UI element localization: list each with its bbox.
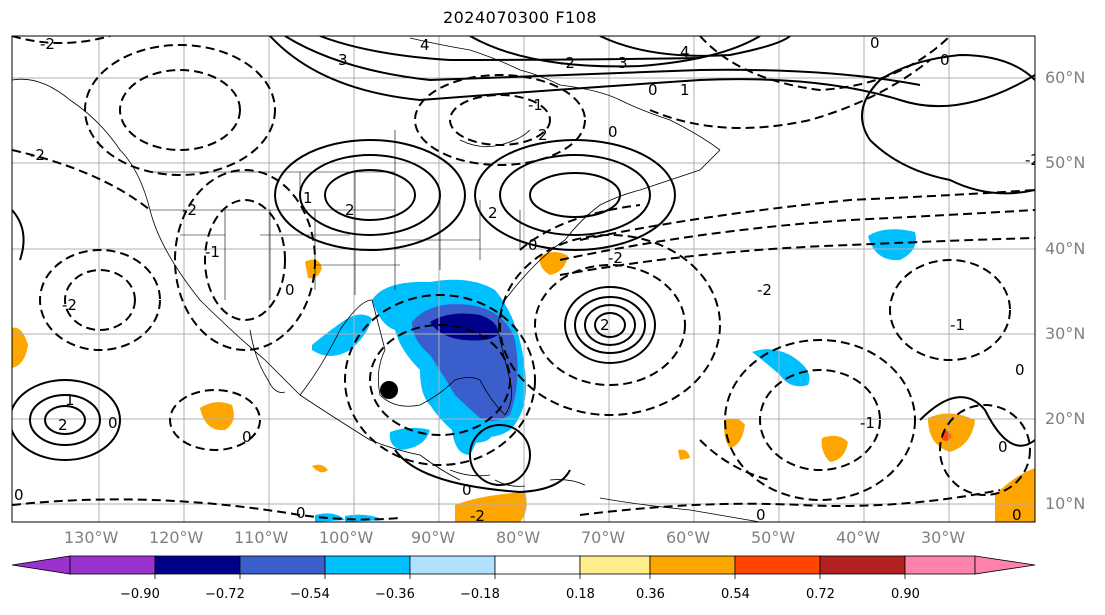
lon-label: 90°W [411, 528, 456, 547]
svg-text:0: 0 [756, 506, 766, 524]
svg-text:1: 1 [303, 189, 313, 207]
colorbar-tick: 0.54 [721, 587, 750, 602]
lon-label: 130°W [64, 528, 119, 547]
svg-text:-2: -2 [560, 54, 575, 72]
svg-text:2: 2 [58, 416, 68, 434]
lat-label: 20°N [1045, 409, 1086, 428]
contour-labels: -2 4 4 3 -2 3 0 0 0 1 -1 2 0 -2 -2 1 2 2… [14, 34, 1040, 525]
lat-label: 50°N [1045, 153, 1086, 172]
svg-text:0: 0 [1015, 361, 1025, 379]
svg-text:4: 4 [420, 36, 430, 54]
colorbar-tick: −0.54 [290, 587, 330, 602]
svg-text:2: 2 [345, 201, 355, 219]
colorbar-tick: −0.72 [205, 587, 245, 602]
positive-anomaly [200, 402, 234, 431]
lat-label: 30°N [1045, 324, 1086, 343]
svg-text:-1: -1 [950, 316, 965, 334]
lat-label: 60°N [1045, 68, 1086, 87]
lat-label: 10°N [1045, 494, 1086, 513]
colorbar-segment [11, 555, 71, 575]
negative-contours [12, 36, 1035, 521]
lon-label: 110°W [234, 528, 289, 547]
colorbar-tick: 0.36 [636, 587, 665, 602]
gridlines [12, 36, 1035, 522]
colorbar-tick: −0.90 [120, 587, 160, 602]
plot-frame [11, 35, 1036, 523]
svg-text:-2: -2 [608, 249, 623, 267]
svg-text:0: 0 [108, 414, 118, 432]
svg-text:0: 0 [296, 504, 306, 522]
colorbar-tick: 0.18 [566, 587, 595, 602]
svg-text:-2: -2 [30, 146, 45, 164]
svg-text:0: 0 [998, 438, 1008, 456]
lat-label: 40°N [1045, 239, 1086, 258]
storm-position-marker [380, 381, 398, 399]
lon-label: 100°W [319, 528, 374, 547]
svg-text:-2: -2 [470, 507, 485, 525]
svg-text:-2: -2 [757, 281, 772, 299]
svg-text:0: 0 [14, 486, 24, 504]
lon-label: 30°W [921, 528, 966, 547]
shading-layer [12, 229, 1035, 522]
svg-text:2: 2 [538, 126, 548, 144]
svg-text:-2: -2 [1025, 151, 1040, 169]
svg-text:0: 0 [1012, 506, 1022, 524]
svg-text:2: 2 [488, 204, 498, 222]
colorbar-tick: 0.72 [806, 587, 835, 602]
svg-text:0: 0 [870, 34, 880, 52]
svg-text:1: 1 [680, 81, 690, 99]
svg-text:4: 4 [680, 43, 690, 61]
colorbar-tick: 0.90 [891, 587, 920, 602]
svg-text:3: 3 [338, 51, 348, 69]
lon-label: 50°W [751, 528, 796, 547]
svg-text:-1: -1 [528, 96, 543, 114]
colorbar-tick: −0.18 [460, 587, 500, 602]
svg-text:0: 0 [285, 281, 295, 299]
contour-label: -2 [40, 35, 55, 53]
svg-text:0: 0 [462, 481, 472, 499]
svg-text:0: 0 [648, 81, 658, 99]
colorbar-tick: −0.36 [375, 587, 415, 602]
lon-label: 70°W [581, 528, 626, 547]
svg-text:-2: -2 [62, 296, 77, 314]
svg-text:3: 3 [618, 54, 628, 72]
positive-contours [12, 36, 1035, 494]
svg-text:1: 1 [65, 391, 75, 409]
colorbar [11, 555, 1036, 579]
svg-text:-2: -2 [182, 201, 197, 219]
lon-label: 40°W [836, 528, 881, 547]
lon-label: 80°W [496, 528, 541, 547]
svg-text:0: 0 [242, 428, 252, 446]
negative-anomaly-small [312, 314, 372, 356]
svg-text:-1: -1 [860, 414, 875, 432]
svg-text:-1: -1 [205, 243, 220, 261]
map-title: 2024070300 F108 [442, 8, 598, 27]
svg-text:0: 0 [608, 123, 618, 141]
svg-text:0: 0 [940, 51, 950, 69]
lon-label: 60°W [666, 528, 711, 547]
svg-text:2: 2 [600, 316, 610, 334]
svg-text:0: 0 [528, 236, 538, 254]
lon-label: 120°W [149, 528, 204, 547]
